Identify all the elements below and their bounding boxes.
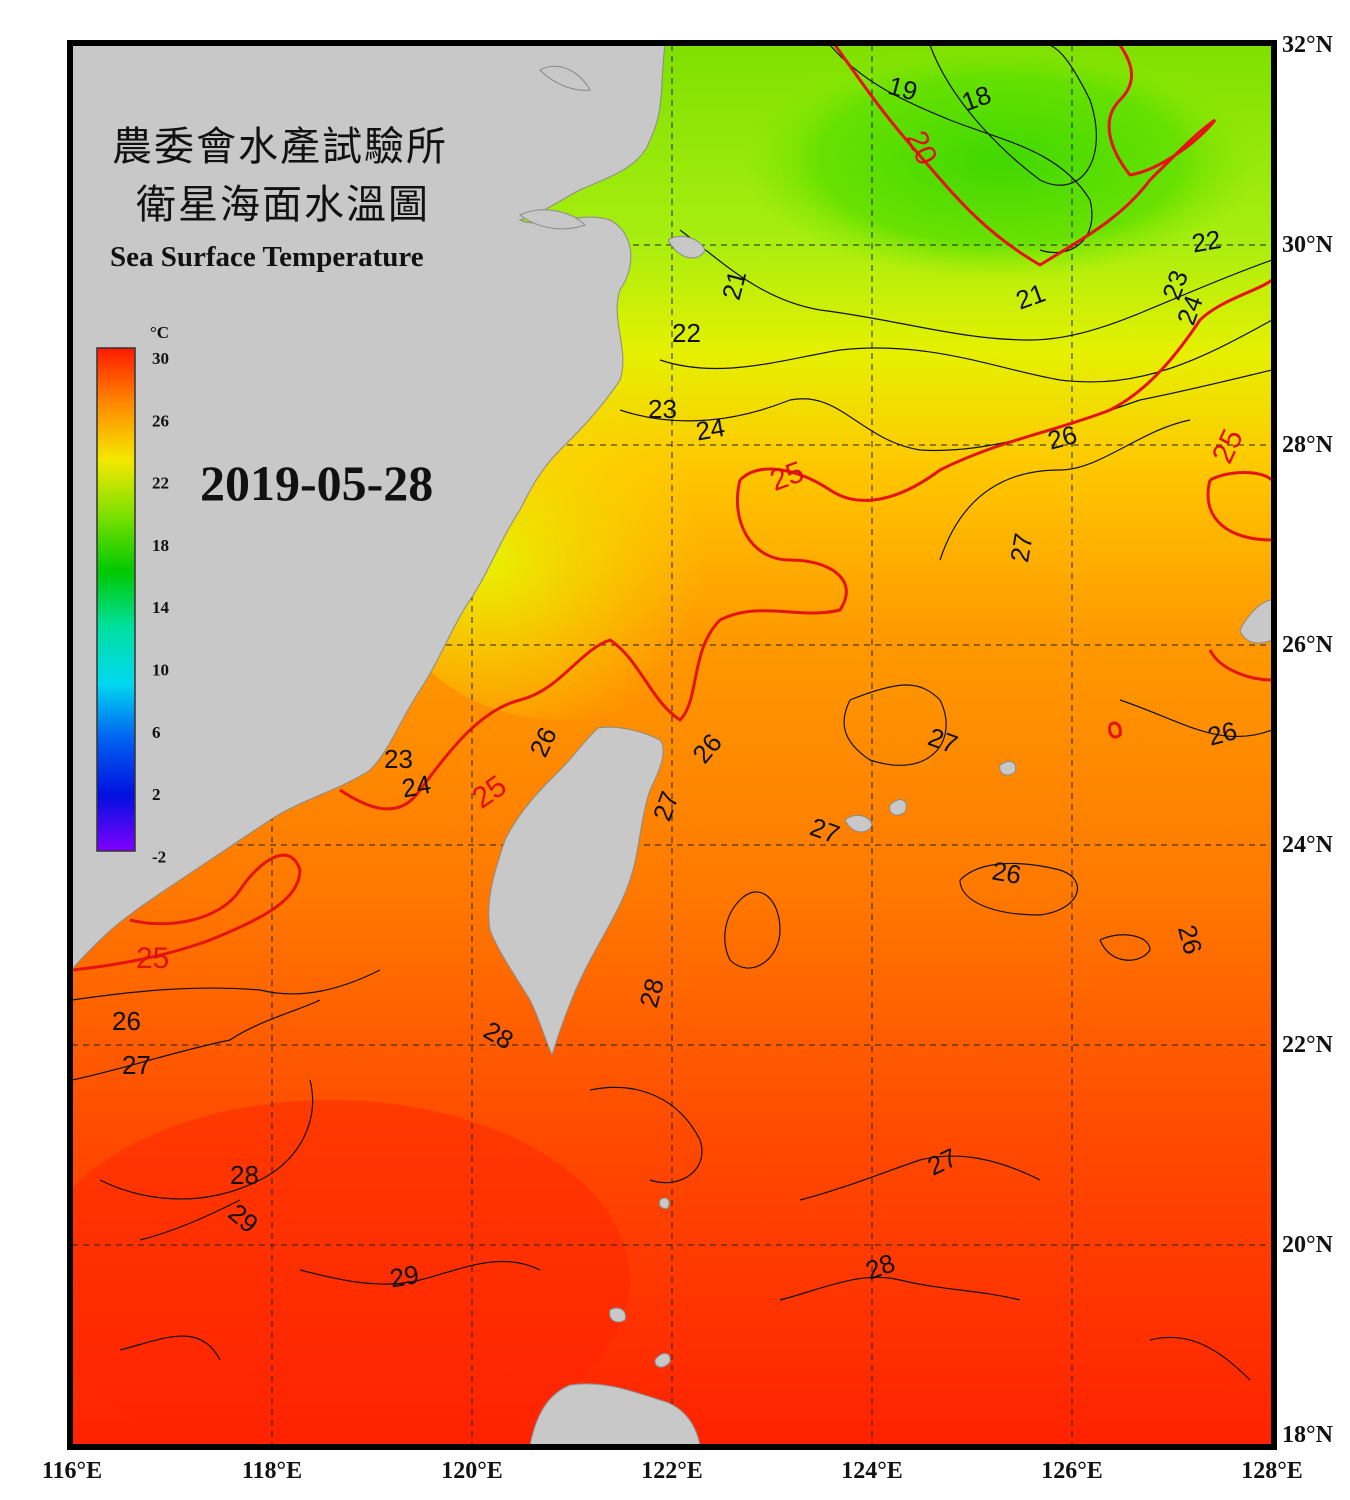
taiwan-island [488, 726, 664, 1057]
china-mainland [72, 45, 666, 971]
colorbar-tick-label: 18 [152, 536, 169, 555]
latitude-label: 32°N [1282, 32, 1334, 58]
colorbar-tick-label: 2 [152, 785, 161, 804]
colorbar-tick-label: -2 [152, 847, 166, 866]
luzon-island [529, 1383, 701, 1445]
longitude-label: 118°E [242, 1458, 302, 1484]
latitude-labels: 32°N 30°N 28°N 26°N 24°N 22°N 20°N 18°N [1282, 32, 1334, 1448]
contour-label: 27 [122, 1050, 151, 1080]
warm-pool [72, 1100, 630, 1445]
longitude-label: 126°E [1041, 1458, 1103, 1484]
contour-label: 22 [672, 318, 701, 348]
colorbar: °C 30 26 22 18 14 10 6 2 -2 [96, 323, 170, 866]
colorbar-tick-label: 26 [152, 411, 169, 430]
latitude-label: 20°N [1282, 1232, 1334, 1258]
latitude-label: 22°N [1282, 1032, 1334, 1058]
isotherms-black [72, 45, 1272, 1381]
latitude-label: 24°N [1282, 832, 1334, 858]
contour-label: 22 [1189, 224, 1223, 259]
latitude-label: 28°N [1282, 432, 1334, 458]
island [1239, 599, 1272, 644]
island [667, 235, 706, 259]
island [519, 209, 586, 230]
map-frame [67, 40, 1277, 1450]
cold-pool [740, 45, 1260, 280]
contour-label: 26 [112, 1006, 141, 1036]
isotherms-red [72, 45, 1272, 972]
latitude-label: 18°N [1282, 1422, 1334, 1448]
island [654, 1353, 671, 1368]
contour-label: 24 [399, 769, 433, 804]
colorbar-unit: °C [150, 323, 169, 342]
colorbar-tick-label: 22 [152, 474, 169, 493]
title-chinese-line1: 農委會水產試驗所 [112, 124, 448, 170]
island [999, 761, 1017, 776]
island [609, 1307, 627, 1323]
contour-label: 23 [384, 744, 413, 774]
latitude-label: 30°N [1282, 232, 1334, 258]
land [72, 45, 1272, 1445]
colorbar-tick-label: 10 [152, 661, 169, 680]
contour-label-red: 25 [136, 942, 169, 975]
longitude-labels: 116°E 118°E 120°E 122°E 124°E 126°E 128°E [42, 1458, 1303, 1484]
contour-label: 24 [693, 412, 727, 447]
island [889, 799, 907, 816]
contour-label: 26 [990, 855, 1024, 890]
colorbar-tick-label: 30 [152, 349, 169, 368]
contour-label: 27 [1004, 531, 1039, 565]
island [539, 65, 591, 91]
contour-label: 23 [648, 394, 677, 424]
date-label: 2019-05-28 [200, 455, 433, 511]
longitude-label: 128°E [1241, 1458, 1303, 1484]
contour-label: 29 [387, 1259, 421, 1294]
island [659, 1197, 670, 1209]
map-area: 19 18 21 22 21 23 24 22 23 24 26 27 26 2… [72, 45, 1272, 1445]
title-english: Sea Surface Temperature [110, 241, 424, 273]
title-chinese-line2: 衛星海面水溫圖 [136, 182, 430, 228]
island [844, 814, 873, 833]
colorbar-tick-label: 14 [152, 598, 170, 617]
colorbar-scale [96, 347, 136, 852]
longitude-label: 122°E [641, 1458, 703, 1484]
colorbar-tick-label: 6 [152, 723, 161, 742]
longitude-label: 124°E [841, 1458, 903, 1484]
longitude-label: 116°E [42, 1458, 102, 1484]
longitude-label: 120°E [441, 1458, 503, 1484]
latitude-label: 26°N [1282, 632, 1334, 658]
contour-label: 28 [230, 1160, 259, 1190]
